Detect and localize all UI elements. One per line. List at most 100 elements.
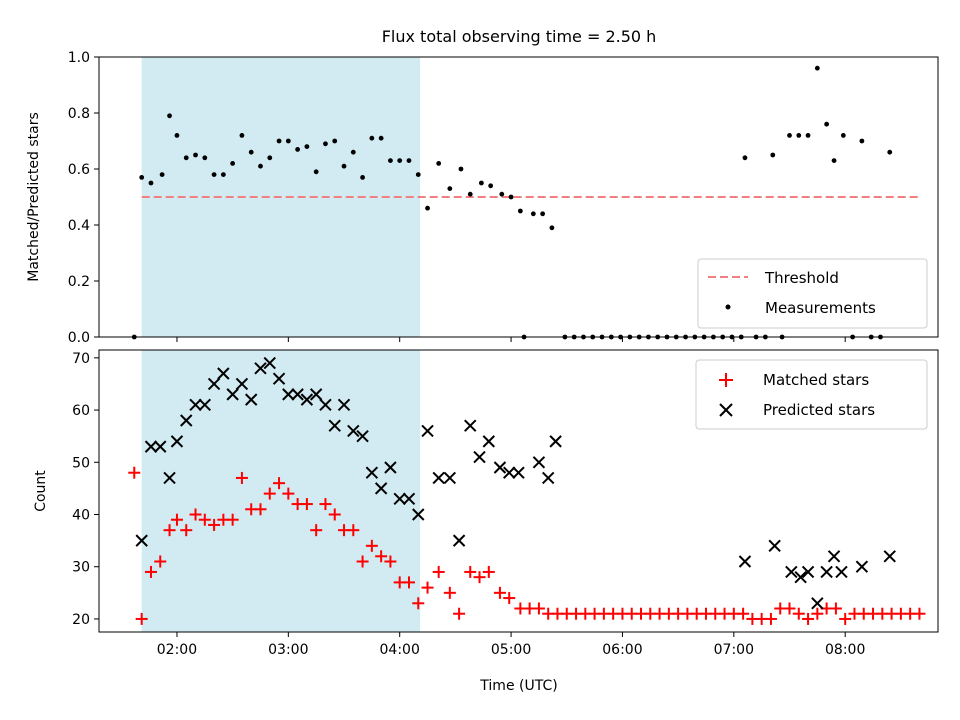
- predicted-star-point: [503, 466, 516, 479]
- top-axes-frame: [98, 56, 939, 338]
- measurement-point: [350, 149, 356, 155]
- predicted-star-point: [309, 388, 323, 401]
- bottom-legend-box: [695, 359, 928, 430]
- measurement-point: [276, 138, 282, 144]
- predicted-star-point: [144, 440, 158, 453]
- measurement-point: [840, 133, 846, 138]
- matched-star-point: [421, 581, 434, 594]
- predicted-star-point: [374, 482, 388, 495]
- measurement-point: [887, 149, 893, 155]
- matched-star-point: [300, 498, 313, 511]
- predicted-star-point: [291, 388, 304, 401]
- predicted-star-point: [235, 377, 249, 391]
- predicted-star-point: [154, 440, 167, 453]
- matched-star-point: [347, 524, 360, 537]
- measurement-point: [332, 138, 338, 144]
- predicted-star-point: [180, 414, 193, 427]
- matched-star-point: [254, 503, 267, 516]
- matched-star-point: [453, 607, 466, 620]
- measurement-point: [167, 113, 172, 119]
- predicted-star-point: [245, 393, 258, 406]
- measurement-point: [159, 172, 165, 178]
- matched-star-point: [811, 607, 824, 620]
- measurement-point: [258, 163, 263, 169]
- matched-star-point: [170, 513, 183, 526]
- measurement-point: [425, 205, 430, 211]
- matched-star-point: [432, 565, 445, 578]
- predicted-star-point: [412, 508, 425, 521]
- predicted-star-point: [217, 367, 230, 380]
- bottom-y-tick-label: 30: [72, 560, 90, 576]
- matched-star-point: [163, 524, 176, 537]
- measurement-point: [478, 180, 484, 186]
- top-y-tick-label: 0.6: [68, 162, 90, 178]
- top-y-tick-label: 0.8: [68, 106, 90, 122]
- matched-star-point: [198, 513, 211, 526]
- measurement-point: [148, 180, 154, 186]
- predicted-star-point: [189, 398, 202, 412]
- legend-measurements-label: Measurements: [765, 299, 876, 317]
- measurement-point: [447, 186, 453, 192]
- top-axes: 0.0 0.2 0.4 0.6 0.8 1.0 Matched/Predicted sta…: [26, 50, 939, 346]
- chart-title: Flux total observing time = 2.50 h: [382, 27, 657, 46]
- x-tick-label: 07:00: [714, 642, 754, 658]
- predicted-star-point: [512, 466, 525, 479]
- legend-measurements-swatch: [725, 304, 731, 310]
- matched-star-point: [180, 524, 193, 537]
- measurement-point: [406, 158, 412, 164]
- measurement-point: [530, 211, 536, 217]
- predicted-star-point: [883, 550, 896, 563]
- matched-star-point: [384, 555, 397, 568]
- top-y-tick-label: 1.0: [68, 50, 90, 66]
- matched-star-point: [493, 586, 506, 599]
- predicted-star-point: [794, 570, 807, 584]
- predicted-star-point: [135, 534, 148, 547]
- measurement-point: [397, 158, 403, 164]
- predicted-star-point: [811, 597, 824, 610]
- x-tick-label: 03:00: [268, 642, 308, 658]
- predicted-star-point: [820, 565, 833, 579]
- legend-matched-swatch: [719, 373, 733, 387]
- bottom-shaded-span: [141, 350, 421, 632]
- bottom-axes: 20 30 40 50 60 70 02:00 03:00 04:00 05:00 06:00 07…: [33, 349, 939, 694]
- matched-star-point: [154, 555, 167, 568]
- matched-star-point: [135, 612, 148, 625]
- matched-star-point: [792, 607, 805, 620]
- top-legend-box: [697, 258, 928, 329]
- measurement-point: [388, 158, 393, 164]
- measurement-point: [267, 155, 273, 161]
- measurement-point: [295, 147, 301, 152]
- matched-star-point: [412, 597, 425, 610]
- measurement-point: [193, 152, 198, 158]
- predicted-star-point: [272, 372, 286, 385]
- predicted-star-point: [532, 456, 546, 469]
- predicted-star-point: [432, 471, 445, 485]
- measurement-point: [499, 191, 505, 197]
- matched-star-point: [737, 607, 750, 620]
- measurement-point: [369, 135, 375, 141]
- matched-star-point: [375, 550, 388, 563]
- predicted-star-point: [835, 565, 848, 579]
- bottom-axes-frame: [98, 349, 939, 633]
- matched-star-point: [128, 466, 141, 479]
- legend-predicted-swatch: [719, 403, 733, 417]
- matched-star-point: [282, 487, 295, 500]
- predicted-star-point: [319, 398, 332, 412]
- measurement-point: [341, 163, 347, 169]
- measurement-point: [458, 166, 464, 172]
- matched-star-point: [189, 508, 202, 521]
- measurement-point: [139, 175, 145, 180]
- predicted-star-point: [464, 419, 477, 432]
- predicted-star-point: [493, 461, 507, 474]
- predicted-star-point: [226, 388, 239, 401]
- bottom-y-tick-label: 50: [72, 455, 90, 471]
- matched-star-point: [839, 612, 852, 625]
- bottom-y-tick-label: 40: [72, 508, 90, 524]
- x-axis-label: Time (UTC): [479, 678, 557, 694]
- matched-star-point: [503, 592, 516, 605]
- measurement-point: [323, 141, 328, 147]
- predicted-star-point: [282, 388, 295, 401]
- matched-star-point: [532, 602, 545, 615]
- predicted-star-point: [328, 419, 341, 432]
